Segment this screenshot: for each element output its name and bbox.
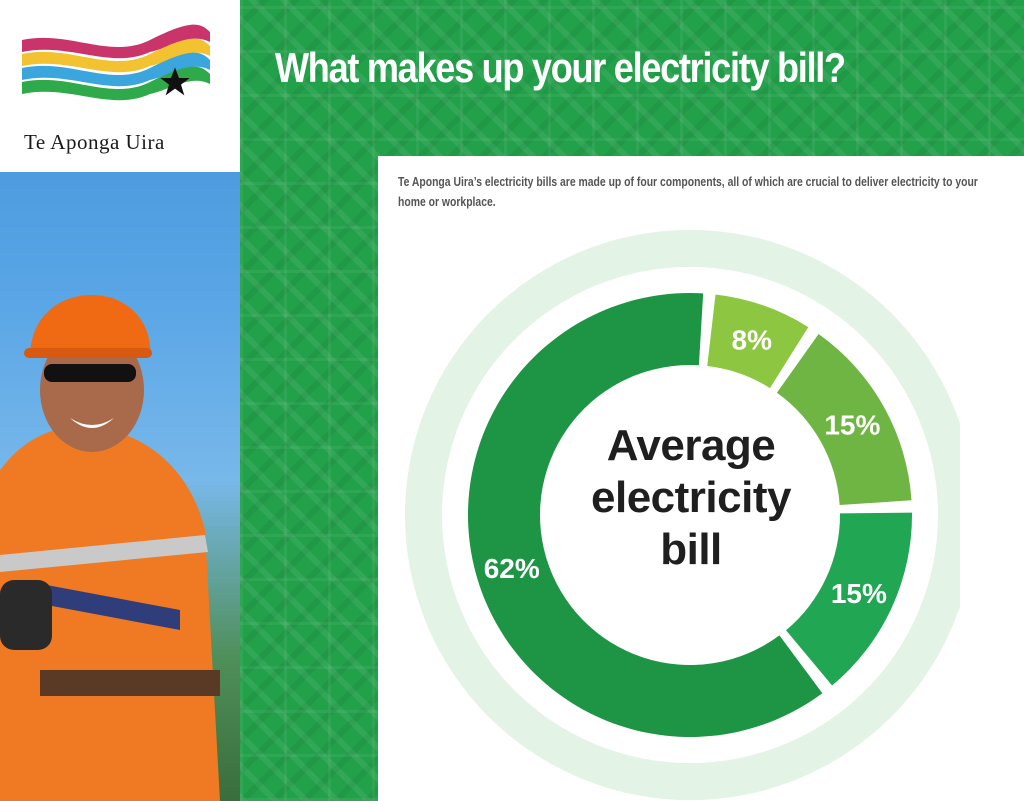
reflective-stripe	[0, 535, 208, 572]
intro-text: Te Aponga Uira’s electricity bills are m…	[398, 174, 978, 209]
flag-logo-icon	[22, 24, 210, 101]
hero-photo-panel: Te Aponga Uira	[0, 0, 240, 801]
hard-hat	[30, 294, 151, 356]
pie-slice-1	[707, 294, 809, 389]
logo-wave-yellow	[22, 38, 210, 73]
worker-face	[40, 328, 144, 452]
hard-hat-brim	[24, 348, 152, 358]
logo-wave-green	[22, 66, 210, 101]
slice-label-2: 15%	[824, 409, 880, 440]
pie-slice-0	[468, 293, 823, 737]
slice-label-1: 8%	[732, 325, 773, 356]
worker-illustration	[0, 294, 220, 801]
star-icon	[160, 67, 190, 96]
page-title: What makes up your electricity bill?	[275, 44, 846, 91]
glove	[0, 580, 52, 650]
slice-label-3: 15%	[831, 578, 887, 609]
logo-text: Te Aponga Uira	[24, 130, 165, 154]
belt	[40, 670, 220, 696]
logo-wave-pink	[22, 24, 210, 59]
logo-area: Te Aponga Uira	[0, 0, 240, 172]
harness-strap	[20, 580, 180, 630]
logo-wave-blue	[22, 52, 210, 87]
chart-center-label: Average electricity bill	[591, 421, 791, 574]
smile	[70, 418, 114, 428]
sunglasses	[44, 364, 136, 382]
pie-slice-2	[776, 334, 912, 506]
donut-chart: 8% 15% 15% 62%	[400, 215, 960, 801]
chart-svg: 8% 15% 15% 62%	[405, 230, 960, 800]
pie-slice-3	[786, 512, 912, 686]
slice-label-0: 62%	[484, 553, 540, 584]
